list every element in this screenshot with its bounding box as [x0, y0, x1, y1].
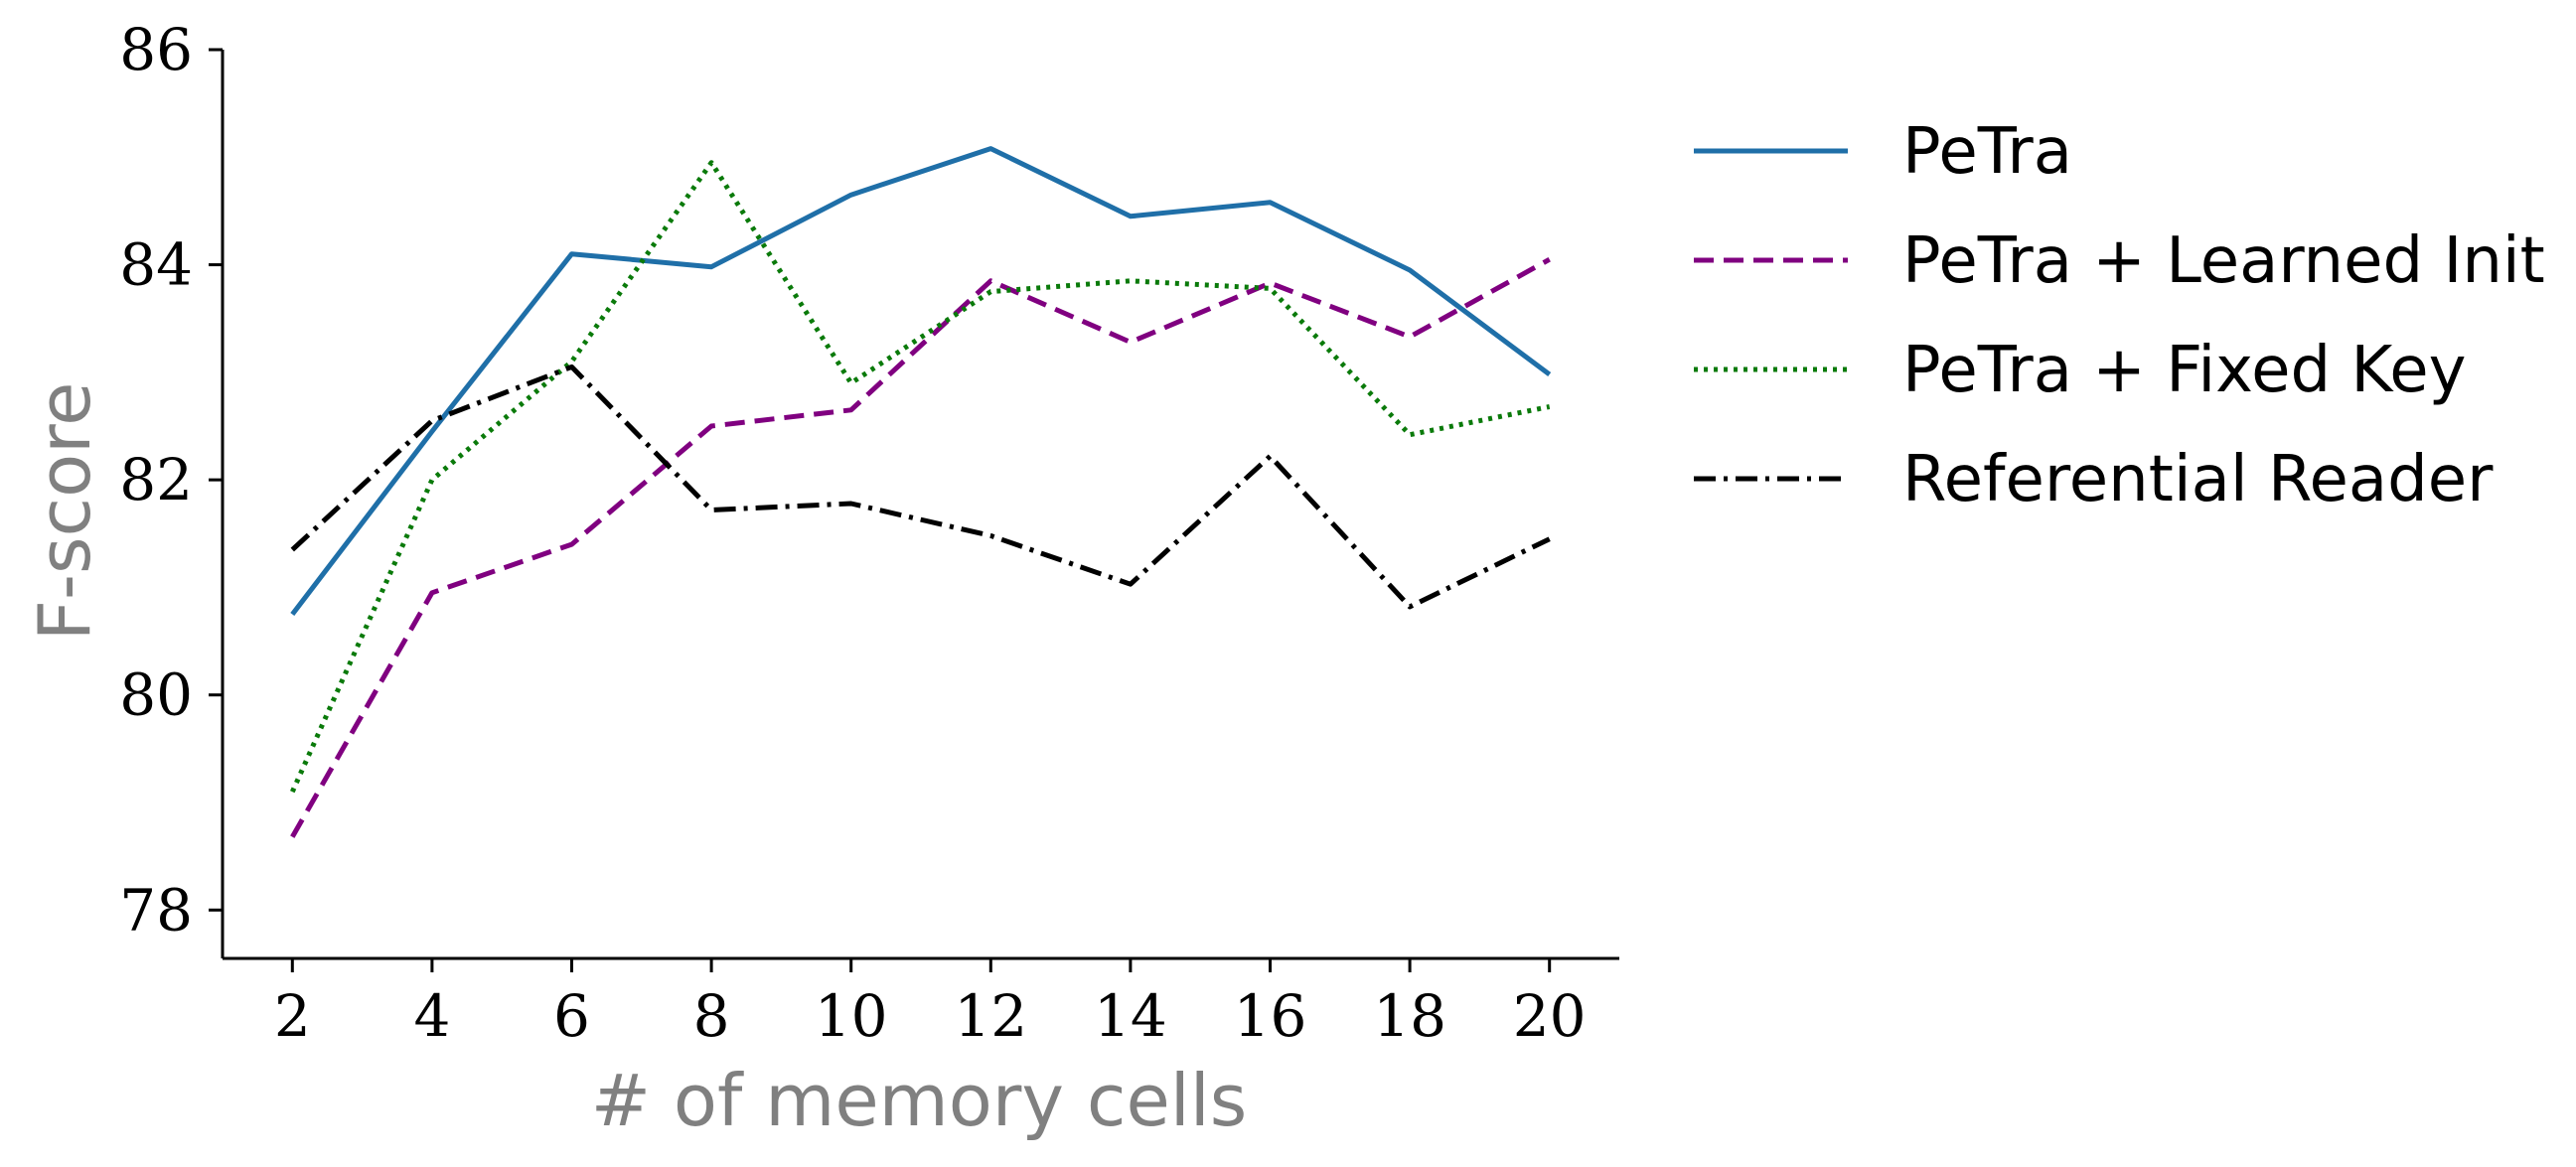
y-tick-label: 80 — [119, 661, 193, 729]
x-tick-label: 4 — [413, 982, 450, 1050]
series-line-petra — [290, 146, 1552, 617]
y-axis-title: F-score — [23, 382, 106, 642]
x-tick-label: 2 — [274, 982, 311, 1050]
legend-label-petra: PeTra — [1902, 115, 2072, 189]
y-tick-label: 78 — [119, 876, 193, 944]
series-line-petra-learned-init — [290, 257, 1551, 838]
series-line-petra-fixed-key — [290, 160, 1551, 794]
x-tick-label: 6 — [553, 982, 590, 1050]
y-tick-label: 86 — [119, 16, 193, 83]
x-ticks: 2 4 6 8 10 12 14 16 18 20 — [274, 958, 1587, 1050]
x-tick-label: 12 — [954, 982, 1027, 1050]
legend: PeTra PeTra + Learned Init PeTra + Fixed K… — [1694, 115, 2545, 516]
x-tick-label: 8 — [693, 982, 730, 1050]
x-axis-title: # of memory cells — [591, 1059, 1248, 1142]
legend-label-petra-fixed-key: PeTra + Fixed Key — [1902, 334, 2466, 407]
y-tick-label: 82 — [119, 446, 193, 513]
series-line-referential-reader — [290, 364, 1551, 610]
series-lines — [290, 146, 1552, 838]
y-ticks: 78 80 82 84 86 — [119, 16, 223, 944]
legend-label-petra-learned-init: PeTra + Learned Init — [1902, 224, 2545, 298]
axes — [221, 50, 1619, 960]
legend-label-referential-reader: Referential Reader — [1902, 443, 2494, 516]
x-tick-label: 18 — [1373, 982, 1446, 1050]
y-tick-label: 84 — [119, 231, 193, 299]
x-tick-label: 14 — [1094, 982, 1167, 1050]
x-tick-label: 10 — [815, 982, 888, 1050]
x-tick-label: 20 — [1513, 982, 1587, 1050]
x-tick-label: 16 — [1234, 982, 1307, 1050]
